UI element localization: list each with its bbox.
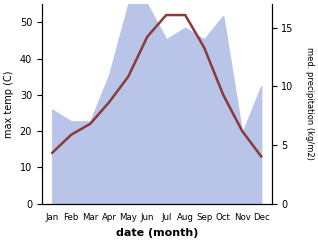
X-axis label: date (month): date (month) [115, 228, 198, 238]
Y-axis label: med. precipitation (kg/m2): med. precipitation (kg/m2) [305, 47, 314, 160]
Y-axis label: max temp (C): max temp (C) [4, 70, 14, 138]
